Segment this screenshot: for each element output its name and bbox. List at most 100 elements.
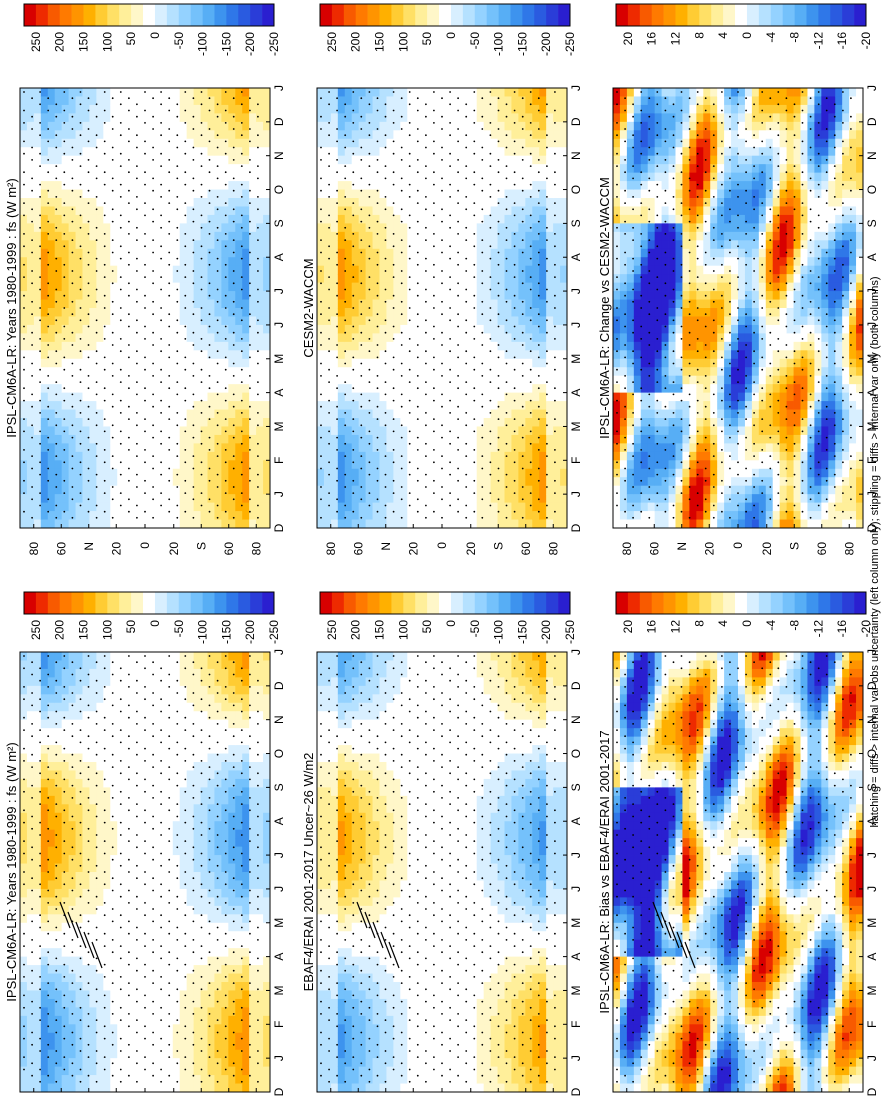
stipple-dot [136,815,138,818]
heatmap-cell [68,922,76,932]
heatmap-cell [186,223,195,233]
stipple-dot [257,815,259,818]
stipple-dot [87,375,90,377]
heatmap-cell [110,804,118,814]
heatmap-cell [242,172,250,182]
heatmap-cell [75,1058,83,1068]
heatmap-cell [40,274,49,284]
heatmap-cell [235,795,243,805]
heatmap-cell [235,248,243,258]
heatmap-cell [249,1032,257,1042]
stipple-dot [168,809,171,812]
stipple-dot [103,667,106,670]
stipple-dot [216,846,219,849]
heatmap-cell [75,519,83,529]
stipple-dot [87,510,90,513]
heatmap-cell [256,795,264,805]
stipple-dot [111,97,114,100]
heatmap-cell [235,265,243,275]
heatmap-cell [249,164,257,174]
heatmap-cell [235,702,243,712]
heatmap-cell [172,443,181,453]
heatmap-cell [228,804,236,814]
heatmap-cell [193,846,201,856]
heatmap-cell [145,282,153,292]
heatmap-cell [103,121,111,131]
stipple-dot [184,932,187,935]
heatmap-cell [207,265,215,275]
heatmap-cell [214,762,222,771]
stipple-dot [47,963,50,966]
colorbar-swatch [95,592,108,614]
heatmap-cell [103,1058,111,1068]
heatmap-cell [131,206,139,216]
heatmap-cell [20,333,28,343]
stipple-dot [39,988,41,991]
heatmap-cell [103,443,111,453]
heatmap-cell [124,189,132,199]
heatmap-cell [263,265,271,275]
heatmap-cell [54,443,63,453]
stipple-dot [71,97,74,100]
heatmap-cell [221,172,229,182]
heatmap-cell [54,668,63,678]
heatmap-cell [249,1024,257,1034]
heatmap-cell [96,1032,104,1042]
stipple-dot [63,1056,66,1058]
heatmap-cell [256,812,264,822]
heatmap-cell [186,265,195,275]
heatmap-cell [47,96,56,106]
heatmap-cell [103,1066,111,1076]
heatmap-cell [145,426,153,436]
heatmap-cell [214,88,222,97]
heatmap-cell [124,265,132,275]
heatmap-cell [96,384,104,394]
heatmap-cell [200,838,208,848]
heatmap-cell [145,468,153,478]
stipple-dot [192,784,195,787]
heatmap-cell [61,113,70,123]
heatmap-cell [54,736,63,746]
heatmap-cell [221,265,229,275]
heatmap-cell [82,905,90,915]
stipple-dot [224,778,227,781]
heatmap-cell [117,685,125,695]
stipple-dot [111,753,114,756]
heatmap-cell [117,147,125,157]
heatmap-cell [158,1058,167,1068]
heatmap-cell [117,375,125,385]
stipple-dot [144,790,146,793]
heatmap-cell [103,172,111,182]
heatmap-cell [256,685,264,695]
heatmap-cell [26,1015,35,1025]
stipple-dot [111,1013,114,1015]
heatmap-cell [138,956,146,966]
heatmap-cell [228,1041,236,1051]
heatmap-cell [256,990,264,1000]
heatmap-cell [165,519,174,529]
heatmap-cell [193,1015,201,1025]
heatmap-cell [103,401,111,410]
stipple-dot [192,797,195,799]
heatmap-cell [207,257,215,267]
stipple-dot [208,994,211,997]
heatmap-cell [200,652,208,661]
heatmap-cell [235,897,243,907]
heatmap-cell [165,130,174,140]
heatmap-cell [242,392,250,402]
heatmap-cell [207,736,215,746]
heatmap-cell [124,846,132,856]
heatmap-cell [75,956,83,966]
heatmap-cell [117,231,125,241]
heatmap-cell [89,257,97,267]
heatmap-cell [75,223,83,233]
heatmap-cell [96,257,104,267]
heatmap-cell [138,96,146,106]
heatmap-cell [40,147,49,157]
heatmap-cell [20,1049,28,1059]
stipple-dot [79,430,82,433]
heatmap-cell [165,922,174,932]
stipple-dot [79,821,82,824]
stipple-dot [63,871,66,873]
heatmap-cell [40,948,49,958]
